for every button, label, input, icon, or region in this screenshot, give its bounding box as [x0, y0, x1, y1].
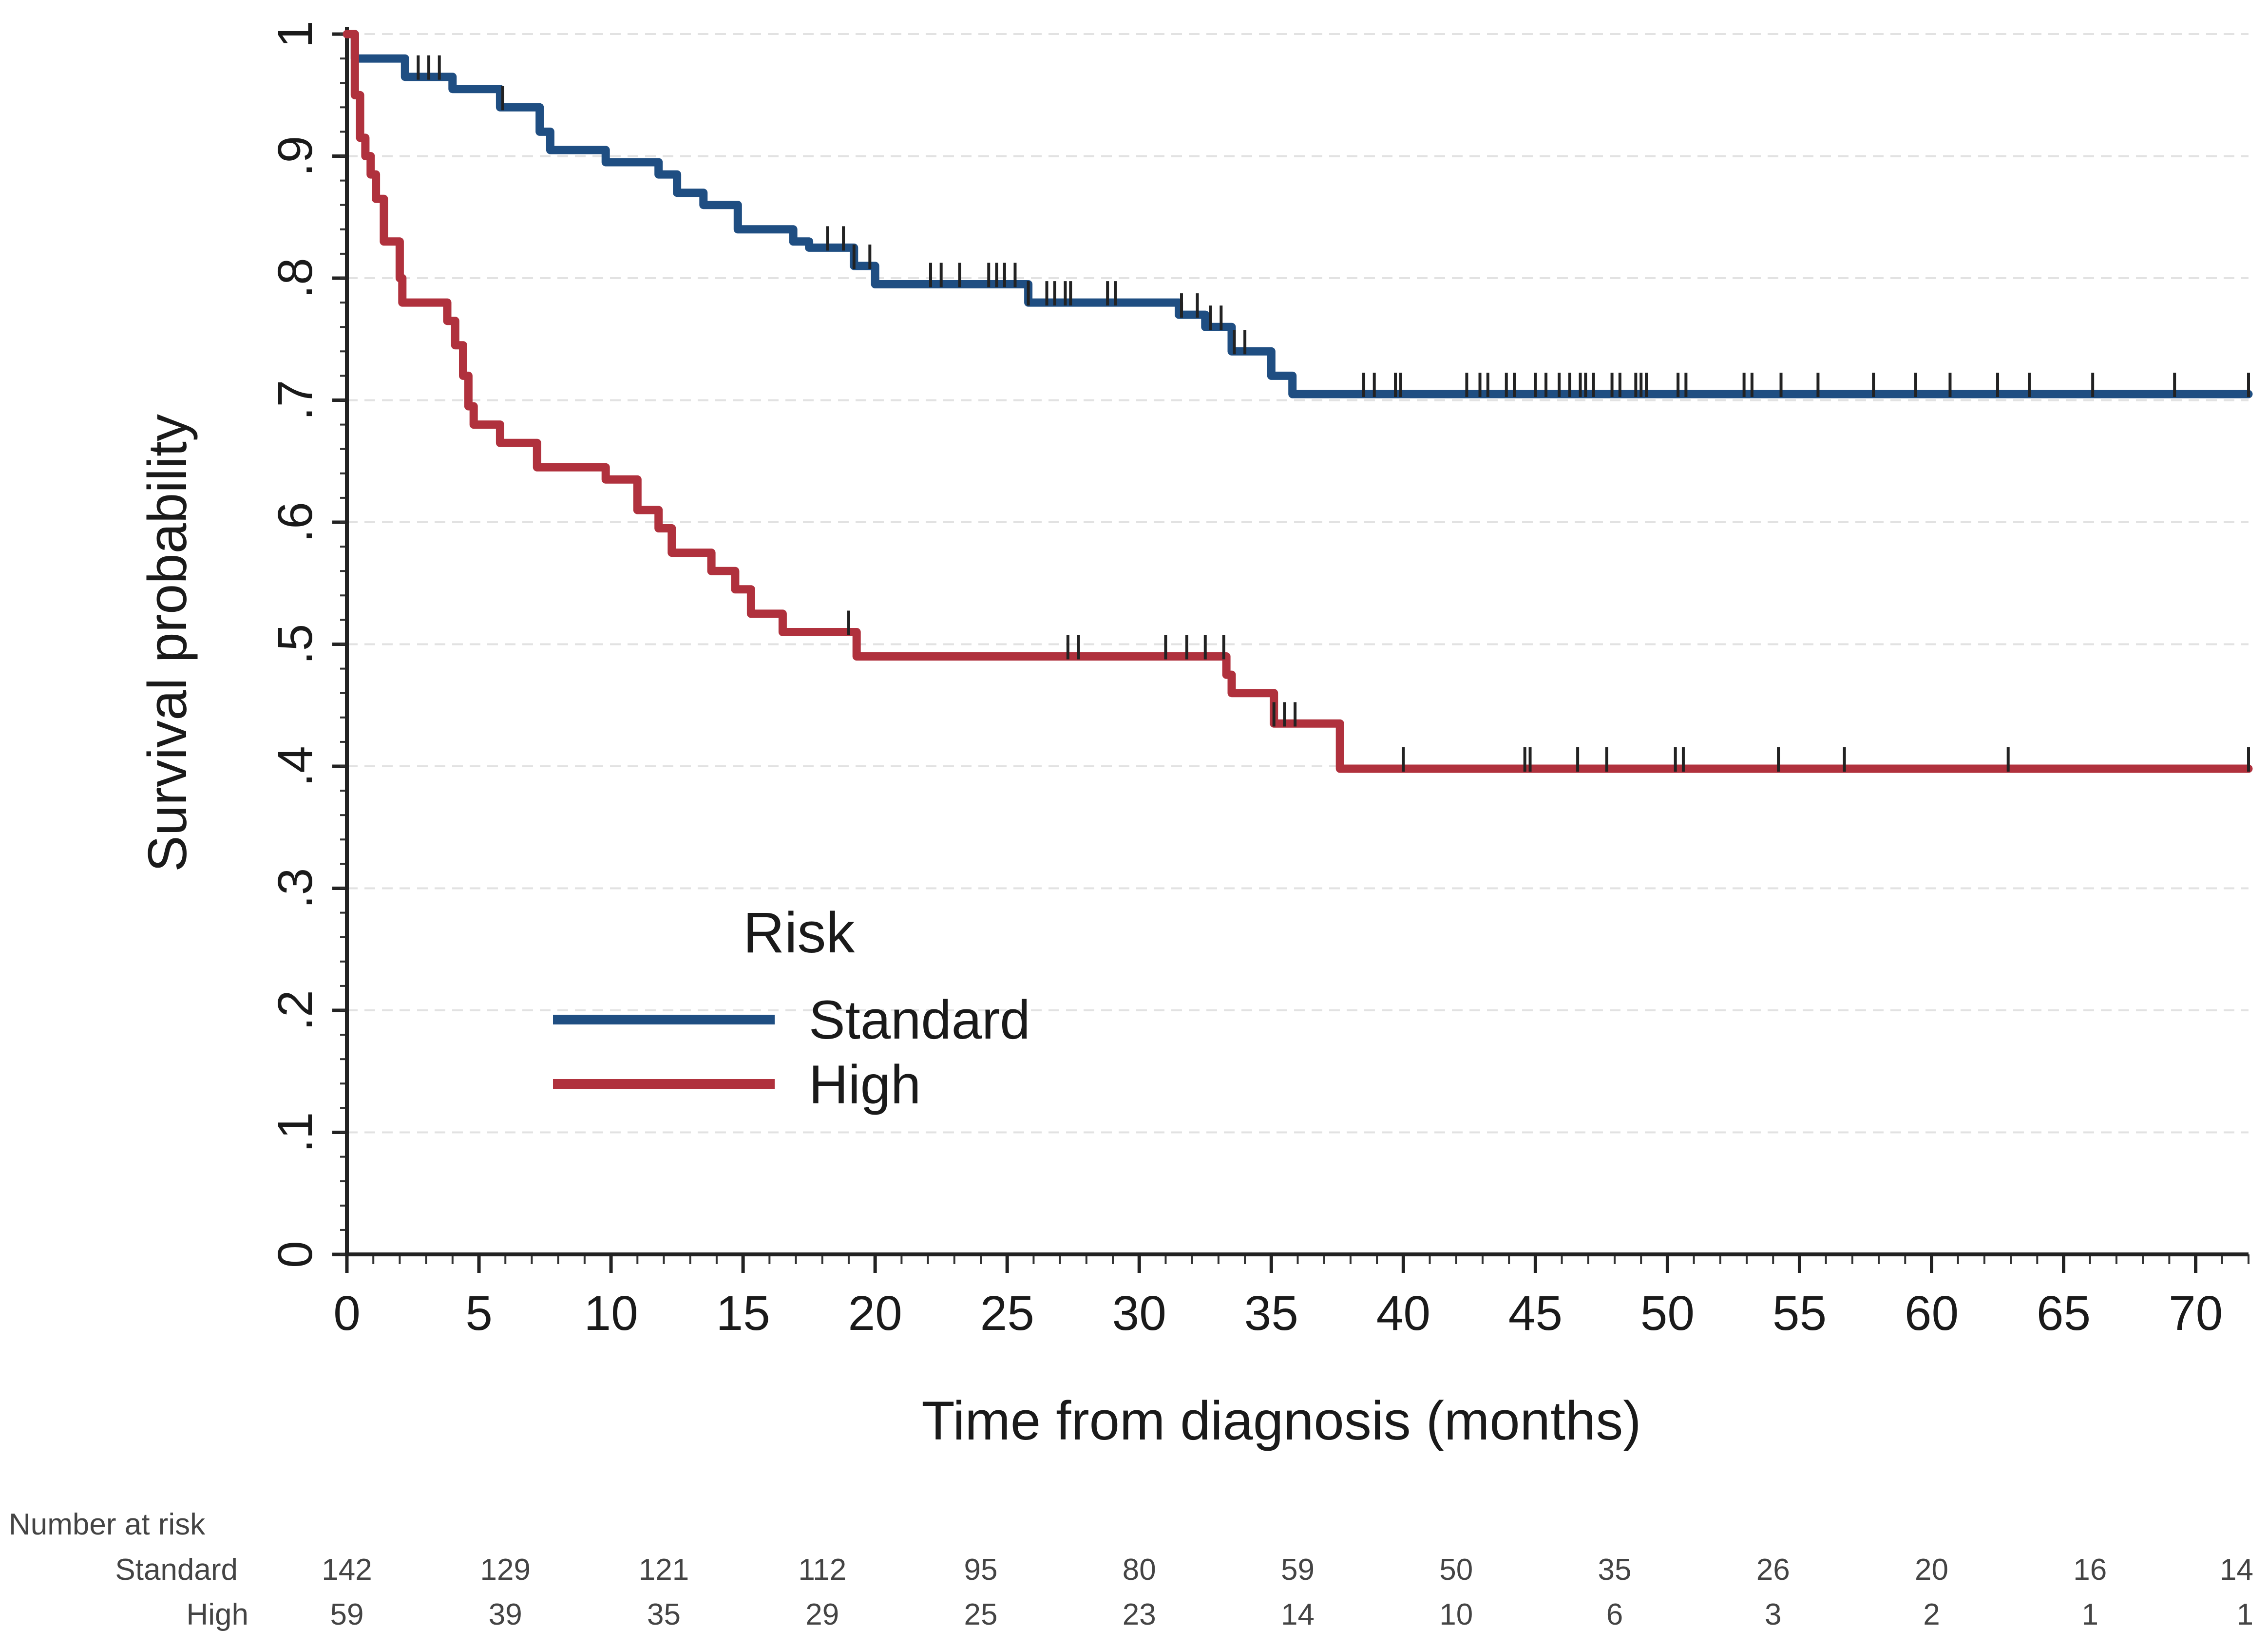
y-tick-label: .8 [268, 258, 323, 298]
x-tick-label: 10 [584, 1286, 638, 1341]
survival-curve-standard [343, 30, 2253, 398]
x-tick-label: 35 [1244, 1286, 1298, 1341]
risk-value-standard: 95 [964, 1553, 998, 1587]
x-tick-label: 55 [1772, 1286, 1827, 1341]
risk-value-high: 1 [2082, 1598, 2098, 1631]
y-tick-labels: 0 .1 .2 .3 .4 .5 .6 .7 .8 .9 1 [268, 20, 323, 1268]
risk-value-high: 39 [489, 1598, 522, 1631]
risk-value-high: 2 [1923, 1598, 1940, 1631]
y-tick-label: .3 [268, 868, 323, 909]
risk-value-high: 6 [1606, 1598, 1623, 1631]
x-tick-label: 45 [1508, 1286, 1563, 1341]
survival-curves [343, 30, 2253, 773]
x-tick-label: 40 [1376, 1286, 1430, 1341]
legend-title: Risk [743, 901, 855, 965]
risk-value-standard: 14 [2220, 1553, 2253, 1587]
risk-value-high: 10 [1439, 1598, 1473, 1631]
y-tick-label: .4 [268, 746, 323, 786]
risk-value-standard: 26 [1756, 1553, 1790, 1587]
x-tick-label: 20 [848, 1286, 902, 1341]
risk-value-high: 29 [805, 1598, 839, 1631]
x-tick-label: 50 [1640, 1286, 1695, 1341]
legend-label-standard: Standard [809, 989, 1030, 1050]
risk-table-title: Number at risk [9, 1508, 206, 1541]
x-tick-label: 0 [333, 1286, 361, 1341]
risk-value-standard: 112 [798, 1553, 846, 1587]
risk-value-standard: 59 [1281, 1553, 1315, 1587]
axes [332, 27, 2249, 1273]
legend: Risk Standard High [553, 901, 1030, 1115]
y-tick-label: .1 [268, 1112, 323, 1153]
y-tick-label: .2 [268, 990, 323, 1030]
risk-value-high: 59 [330, 1598, 364, 1631]
risk-value-standard: 142 [322, 1553, 372, 1587]
x-tick-labels: 0 5 10 15 20 25 30 35 40 45 50 55 60 65 70 [333, 1286, 2223, 1341]
legend-label-high: High [809, 1054, 921, 1115]
x-tick-label: 65 [2037, 1286, 2091, 1341]
risk-value-standard: 16 [2073, 1553, 2107, 1587]
y-tick-label: .9 [268, 136, 323, 176]
y-tick-label: 0 [268, 1241, 323, 1268]
x-tick-label: 15 [716, 1286, 770, 1341]
y-tick-label: 1 [268, 20, 323, 48]
gridlines [347, 33, 2249, 1134]
risk-value-high: 25 [964, 1598, 998, 1631]
risk-value-high: 23 [1123, 1598, 1156, 1631]
risk-row-label-high: High [186, 1598, 248, 1631]
censor-marks [417, 55, 2250, 772]
x-tick-label: 5 [465, 1286, 493, 1341]
x-tick-label: 70 [2169, 1286, 2223, 1341]
x-tick-label: 60 [1905, 1286, 1959, 1341]
number-at-risk-table: Number at risk Standard High 142 129 121 11… [9, 1508, 2253, 1631]
x-tick-label: 25 [980, 1286, 1034, 1341]
x-tick-label: 30 [1112, 1286, 1166, 1341]
y-axis-label: Survival probability [137, 414, 198, 872]
survival-curve-high [343, 30, 2253, 773]
y-tick-label: .6 [268, 502, 323, 542]
risk-value-standard: 129 [480, 1553, 531, 1587]
risk-row-label-standard: Standard [115, 1553, 238, 1587]
risk-value-high: 35 [647, 1598, 681, 1631]
risk-value-high: 14 [1281, 1598, 1315, 1631]
y-tick-label: .7 [268, 380, 323, 420]
risk-value-standard: 50 [1439, 1553, 1473, 1587]
risk-value-standard: 80 [1123, 1553, 1156, 1587]
y-tick-label: .5 [268, 624, 323, 664]
risk-value-high: 3 [1765, 1598, 1781, 1631]
risk-value-high: 1 [2237, 1598, 2253, 1631]
risk-value-standard: 20 [1915, 1553, 1948, 1587]
risk-value-standard: 35 [1598, 1553, 1632, 1587]
risk-value-standard: 121 [639, 1553, 689, 1587]
x-axis-label: Time from diagnosis (months) [921, 1390, 1641, 1451]
